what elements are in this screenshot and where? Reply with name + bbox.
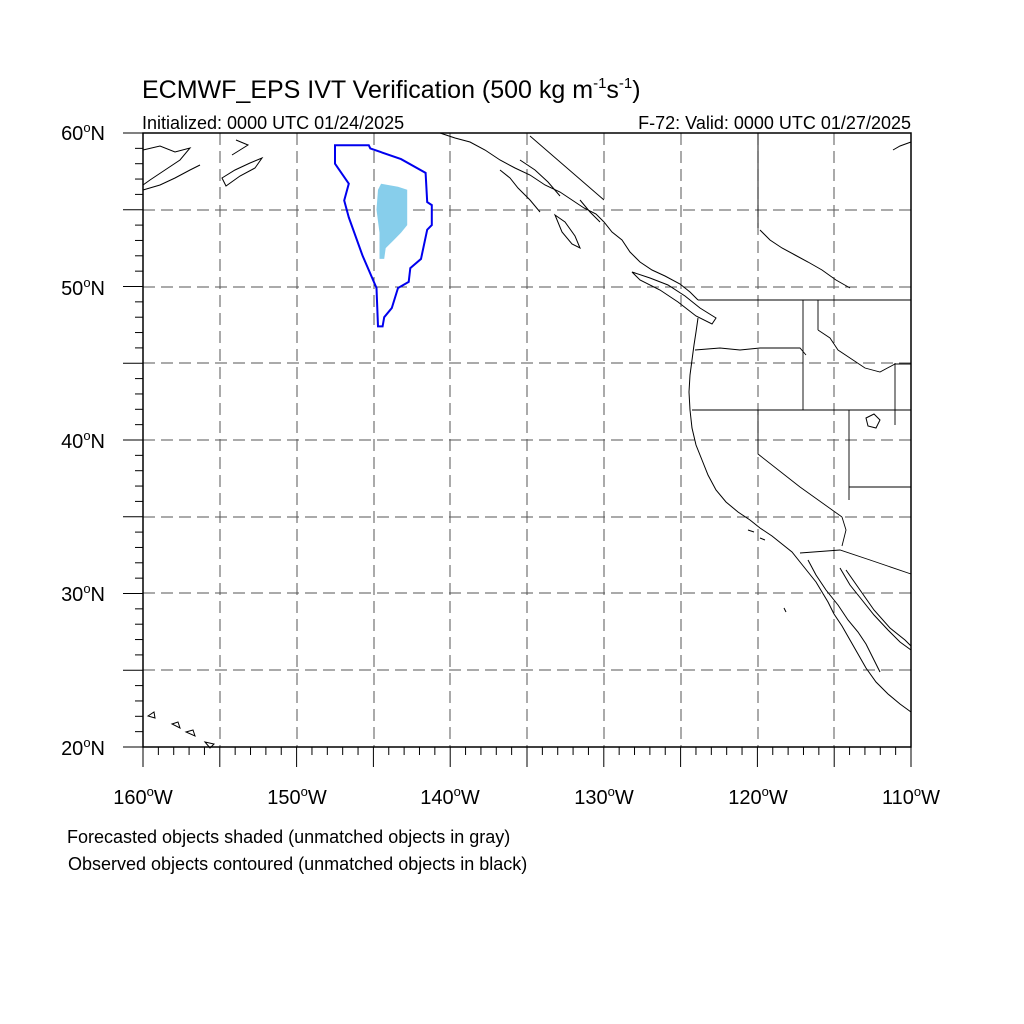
alaska-island-coast	[142, 164, 201, 191]
kodiak-island-coast	[221, 156, 264, 187]
lon-label-160: 160oW	[113, 784, 173, 809]
longitude-labels: 160oW 150oW 140oW 130oW 120oW 110oW	[113, 784, 940, 809]
mexico-mainland-coast	[845, 569, 912, 647]
lat-label-30: 30oN	[61, 581, 105, 606]
baja-california-coast	[807, 559, 912, 673]
coastlines	[142, 132, 912, 749]
verification-objects	[334, 144, 433, 328]
lat-label-50: 50oN	[61, 275, 105, 300]
us-mexico-border	[799, 549, 912, 575]
lon-label-140: 140oW	[420, 784, 480, 809]
gulf-of-alaska-coast	[231, 139, 250, 156]
washington-oregon-border	[694, 347, 807, 356]
great-salt-lake	[865, 413, 881, 429]
lon-label-110: 110oW	[882, 784, 940, 809]
valid-time-label: F-72: Valid: 0000 UTC 01/27/2025	[638, 113, 911, 133]
forecast-caption: Forecasted objects shaded (unmatched obj…	[67, 827, 510, 847]
us-west-coast	[688, 317, 912, 713]
latitude-labels: 60oN 50oN 40oN 30oN 20oN	[61, 120, 105, 760]
channel-islands	[747, 529, 787, 613]
lat-label-60: 60oN	[61, 120, 105, 145]
lon-label-120: 120oW	[728, 784, 788, 809]
alaska-peninsula-coast	[142, 145, 192, 186]
forecast-ivt-object	[376, 183, 408, 259]
arizona-california-border	[841, 516, 847, 547]
axis-ticks	[123, 132, 912, 767]
coastal-islands	[499, 159, 601, 223]
lon-label-150: 150oW	[267, 784, 327, 809]
political-boundaries	[529, 133, 912, 575]
observed-ivt-object-contour	[334, 144, 433, 328]
canada-lake-detail	[759, 229, 851, 289]
init-time-label: Initialized: 0000 UTC 01/24/2025	[142, 113, 404, 133]
vancouver-island-coast	[631, 271, 717, 325]
haida-gwaii-coast	[553, 213, 581, 250]
lon-label-130: 130oW	[574, 784, 634, 809]
hawaii-islands	[146, 711, 215, 749]
lat-label-20: 20oN	[61, 735, 105, 760]
montana-idaho-divide	[817, 329, 911, 373]
california-nevada-border	[757, 410, 843, 518]
observed-caption: Observed objects contoured (unmatched ob…	[68, 854, 527, 874]
lat-label-40: 40oN	[61, 428, 105, 453]
hudson-bay-fragment	[892, 141, 912, 151]
southeast-alaska-coast	[439, 132, 699, 301]
alaska-canada-border	[529, 135, 605, 201]
grid-lines	[143, 133, 911, 747]
map-title: ECMWF_EPS IVT Verification (500 kg m-1s-…	[142, 75, 641, 104]
